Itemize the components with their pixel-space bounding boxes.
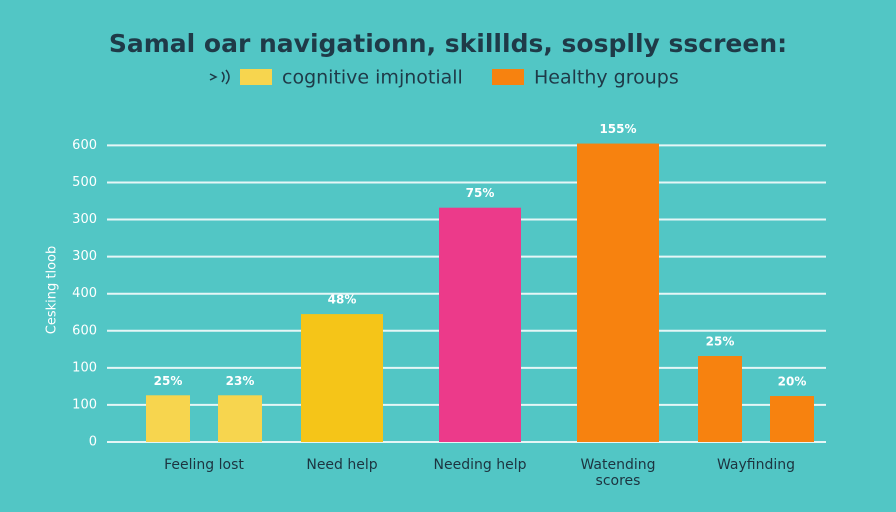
bar: [770, 396, 814, 442]
x-tick-label: Wayfinding: [716, 457, 796, 473]
value-label: 155%: [599, 122, 636, 136]
y-tick-label: 300: [72, 212, 97, 227]
value-label: 75%: [466, 186, 495, 200]
chart-title: Samal oar navigationn, skilllds, sosplly…: [109, 29, 787, 58]
y-tick-label: 400: [72, 286, 97, 301]
y-tick-label: 100: [72, 360, 97, 375]
value-label: 48%: [328, 293, 357, 307]
bar: [439, 207, 521, 442]
legend-label: cognitive imjnotiall: [282, 67, 463, 89]
bar: [218, 395, 262, 442]
y-tick-label: 600: [72, 323, 97, 338]
x-tick-label: Needing help: [433, 457, 527, 473]
value-label: 25%: [154, 374, 183, 388]
value-label: 20%: [778, 375, 807, 389]
bar: [698, 355, 742, 442]
y-tick-label: 500: [72, 175, 97, 190]
x-tick-label: Watending scores: [580, 457, 656, 489]
legend-swatch: [240, 69, 272, 85]
value-label: 25%: [706, 334, 735, 348]
bar: [577, 143, 659, 442]
y-tick-label: 300: [72, 249, 97, 264]
y-tick-label: 0: [89, 435, 97, 450]
y-axis-label: Cesking tloob: [45, 246, 60, 334]
legend-icon: [209, 69, 230, 85]
legend-swatch: [492, 69, 524, 85]
x-tick-label: Need help: [306, 457, 378, 473]
bar: [146, 395, 190, 442]
y-tick-label: 600: [72, 138, 97, 153]
value-label: 23%: [226, 374, 255, 388]
y-tick-label: 100: [72, 397, 97, 412]
bar: [301, 314, 383, 442]
legend-label: Healthy groups: [534, 67, 679, 89]
x-tick-label: Feeling lost: [164, 457, 244, 473]
